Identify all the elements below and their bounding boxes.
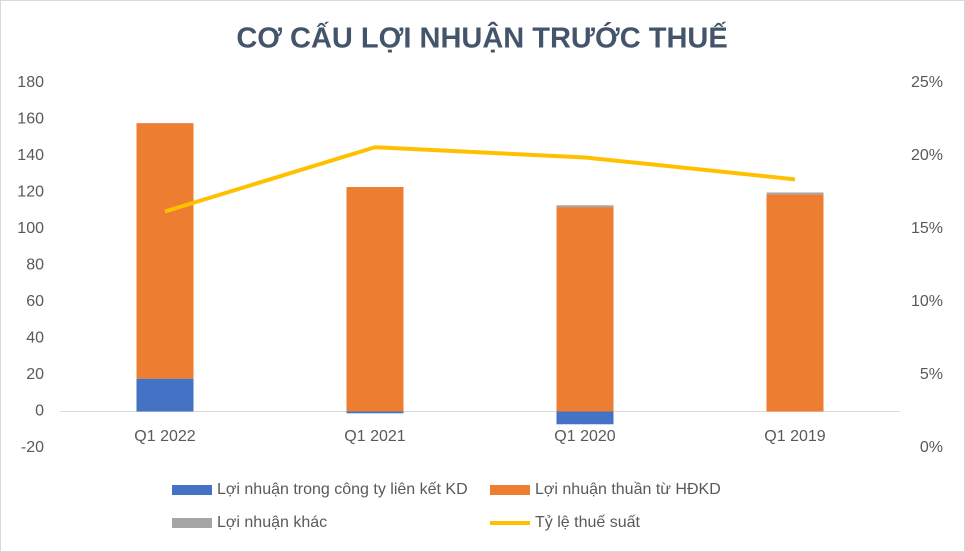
bar xyxy=(766,194,824,412)
y2-tick-label: 25% xyxy=(911,74,943,91)
y2-tick-label: 5% xyxy=(920,366,943,383)
y-tick-label: 40 xyxy=(26,330,44,347)
legend-label: Tỷ lệ thuế suất xyxy=(535,514,641,531)
bar xyxy=(346,187,404,412)
y-tick-label: 180 xyxy=(17,74,44,91)
bar xyxy=(556,411,614,425)
y-tick-label: 60 xyxy=(26,293,44,310)
legend-swatch xyxy=(172,485,212,495)
bar xyxy=(136,123,194,379)
y-tick-label: 160 xyxy=(17,111,44,128)
bar xyxy=(136,378,194,412)
legend-swatch xyxy=(490,485,530,495)
y2-tick-label: 15% xyxy=(911,220,943,237)
bar xyxy=(766,192,824,195)
y2-tick-label: 10% xyxy=(911,293,943,310)
x-tick-label: Q1 2019 xyxy=(764,428,825,445)
bar xyxy=(346,411,404,414)
y-tick-label: 0 xyxy=(35,403,44,420)
line-series xyxy=(164,145,796,214)
legend-swatch xyxy=(172,518,212,528)
legend-label: Lợi nhuận thuần từ HĐKD xyxy=(535,481,721,498)
legend-label: Lợi nhuận trong công ty liên kết KD xyxy=(217,481,468,498)
y2-tick-label: 0% xyxy=(920,439,943,456)
y-tick-label: 20 xyxy=(26,366,44,383)
chart-title: CƠ CẤU LỢI NHUẬN TRƯỚC THUẾ xyxy=(236,21,727,55)
x-tick-label: Q1 2022 xyxy=(134,428,195,445)
y2-tick-label: 20% xyxy=(911,147,943,164)
bar xyxy=(556,207,614,412)
bar xyxy=(556,205,614,208)
y-tick-label: 80 xyxy=(26,257,44,274)
y-tick-label: 100 xyxy=(17,220,44,237)
x-tick-label: Q1 2021 xyxy=(344,428,405,445)
y-tick-label: 140 xyxy=(17,147,44,164)
legend-label: Lợi nhuận khác xyxy=(217,514,327,531)
y-tick-label: -20 xyxy=(21,439,44,456)
x-tick-label: Q1 2020 xyxy=(554,428,615,445)
y-tick-label: 120 xyxy=(17,184,44,201)
